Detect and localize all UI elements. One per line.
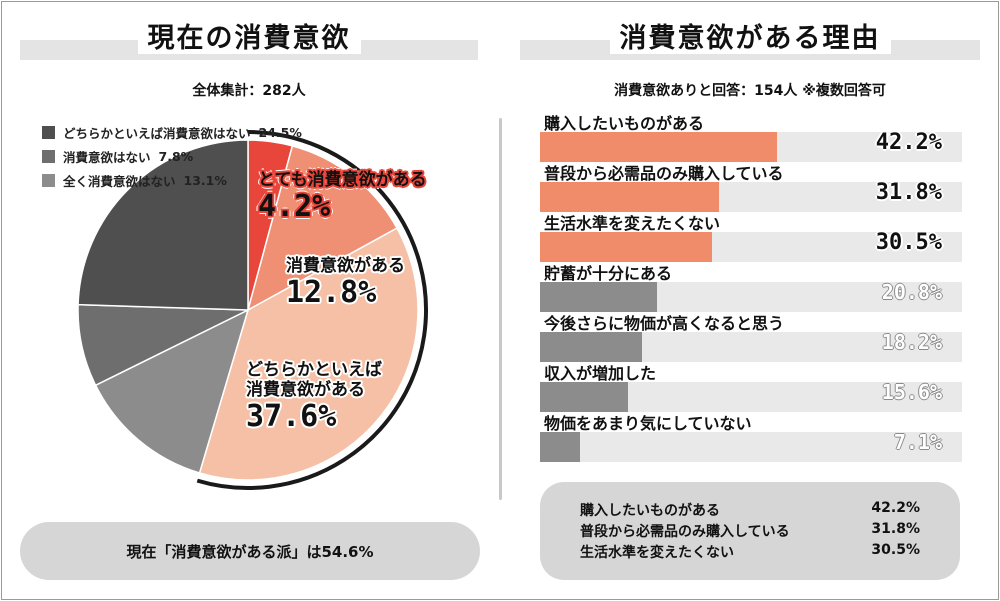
bar-label: 収入が増加した bbox=[544, 364, 657, 383]
legend-item: 全く消費意欲はない 13.1% bbox=[42, 168, 302, 192]
summary-row: 普段から必需品のみ購入している 31.8% bbox=[580, 521, 920, 542]
slice-label-somewhat-willing: どちらかといえば 消費意欲がある 37.6% bbox=[246, 360, 382, 434]
pie-slice-5 bbox=[77, 139, 249, 311]
bar-label: 貯蓄が十分にある bbox=[544, 264, 673, 283]
right-title-text: 消費意欲がある理由 bbox=[609, 23, 891, 54]
slice-label-very-willing: とても消費意欲がある 4.2% bbox=[258, 170, 427, 224]
pie-slice-2 bbox=[198, 227, 419, 481]
bar bbox=[540, 182, 719, 212]
bar-row: 購入したいものがある 42.2% bbox=[540, 110, 962, 162]
summary-value: 42.2% bbox=[871, 500, 920, 516]
bar-track bbox=[540, 432, 962, 462]
summary-value: 31.8% bbox=[871, 521, 920, 537]
bar-label: 物価をあまり気にしていない bbox=[544, 414, 752, 433]
slice-percent: 12.8% bbox=[286, 275, 377, 310]
bar-row: 生活水準を変えたくない 30.5% bbox=[540, 210, 962, 262]
bar-row: 普段から必需品のみ購入している 31.8% bbox=[540, 160, 962, 212]
bar-value-label: 31.8% bbox=[875, 180, 942, 205]
bar bbox=[540, 232, 712, 262]
bar-row: 物価をあまり気にしていない 7.1% bbox=[540, 410, 962, 462]
pie-legend: どちらかといえば消費意欲はない 24.5% 消費意欲はない 7.8% 全く消費意… bbox=[42, 120, 302, 192]
bar bbox=[540, 432, 580, 462]
bar-label: 購入したいものがある bbox=[544, 114, 705, 133]
left-panel-title: 現在の消費意欲 bbox=[20, 16, 478, 62]
bar bbox=[540, 282, 658, 312]
bar-label: 生活水準を変えたくない bbox=[544, 214, 721, 233]
left-subtitle: 全体集計：282人 bbox=[192, 83, 306, 99]
slice-name-line2: 消費意欲がある bbox=[246, 380, 365, 400]
left-summary-text: 現在「消費意欲がある派」は54.6% bbox=[126, 542, 374, 561]
legend-value: 7.8% bbox=[158, 148, 194, 164]
bar-value-label: 42.2% bbox=[875, 130, 942, 155]
bar-value-label: 20.8% bbox=[881, 280, 942, 304]
bar bbox=[540, 332, 643, 362]
bar-row: 収入が増加した 15.6% bbox=[540, 360, 962, 412]
bar-row: 貯蓄が十分にある 20.8% bbox=[540, 260, 962, 312]
left-title-text: 現在の消費意欲 bbox=[137, 23, 361, 54]
right-panel-title: 消費意欲がある理由 bbox=[520, 16, 980, 62]
legend-label: 全く消費意欲はない bbox=[63, 173, 176, 189]
summary-label: 生活水準を変えたくない bbox=[580, 545, 734, 561]
legend-value: 24.5% bbox=[258, 124, 302, 140]
slice-name: 消費意欲がある bbox=[286, 256, 405, 276]
legend-value: 13.1% bbox=[183, 172, 227, 188]
bar-row: 今後さらに物価が高くなると思う 18.2% bbox=[540, 310, 962, 362]
pie-slice-3 bbox=[94, 308, 250, 474]
legend-item: 消費意欲はない 7.8% bbox=[42, 144, 302, 168]
legend-label: 消費意欲はない bbox=[63, 149, 151, 165]
slice-name-line1: どちらかといえば bbox=[246, 360, 382, 380]
bar-label: 普段から必需品のみ購入している bbox=[544, 164, 784, 183]
bar bbox=[540, 382, 628, 412]
summary-row: 生活水準を変えたくない 30.5% bbox=[580, 542, 920, 563]
bar-value-label: 15.6% bbox=[881, 380, 942, 404]
right-subtitle: 消費意欲ありと回答：154人 ※複数回答可 bbox=[614, 83, 886, 99]
summary-value: 30.5% bbox=[871, 542, 920, 558]
legend-swatch bbox=[42, 173, 55, 187]
right-summary-pill: 購入したいものがある 42.2% 普段から必需品のみ購入している 31.8% 生活水… bbox=[540, 482, 960, 580]
slice-percent: 4.2% bbox=[258, 189, 331, 224]
legend-swatch bbox=[42, 149, 55, 163]
bar bbox=[540, 132, 778, 162]
legend-swatch bbox=[42, 125, 55, 139]
willing-highlight-arc bbox=[196, 130, 428, 490]
summary-row: 購入したいものがある 42.2% bbox=[580, 500, 920, 521]
legend-label: どちらかといえば消費意欲はない bbox=[63, 125, 251, 141]
bar-track bbox=[540, 382, 962, 412]
bar-track bbox=[540, 332, 962, 362]
legend-item: どちらかといえば消費意欲はない 24.5% bbox=[42, 120, 302, 144]
panel-divider bbox=[499, 118, 502, 500]
pie-slice-1 bbox=[246, 144, 398, 312]
left-summary-pill: 現在「消費意欲がある派」は54.6% bbox=[20, 522, 480, 580]
bar-track bbox=[540, 132, 962, 162]
pie-chart bbox=[77, 130, 428, 490]
bar-track bbox=[540, 182, 962, 212]
slice-percent: 37.6% bbox=[246, 399, 337, 434]
bar-value-label: 18.2% bbox=[881, 330, 942, 354]
slice-name: とても消費意欲がある bbox=[258, 170, 427, 190]
bar-value-label: 30.5% bbox=[875, 230, 942, 255]
bar-track bbox=[540, 232, 962, 262]
bar-value-label: 7.1% bbox=[893, 430, 942, 454]
summary-label: 購入したいものがある bbox=[580, 503, 720, 519]
summary-label: 普段から必需品のみ購入している bbox=[580, 524, 790, 540]
bar-track bbox=[540, 282, 962, 312]
slice-label-willing: 消費意欲がある 12.8% bbox=[286, 256, 405, 310]
bar-label: 今後さらに物価が高くなると思う bbox=[544, 314, 785, 333]
